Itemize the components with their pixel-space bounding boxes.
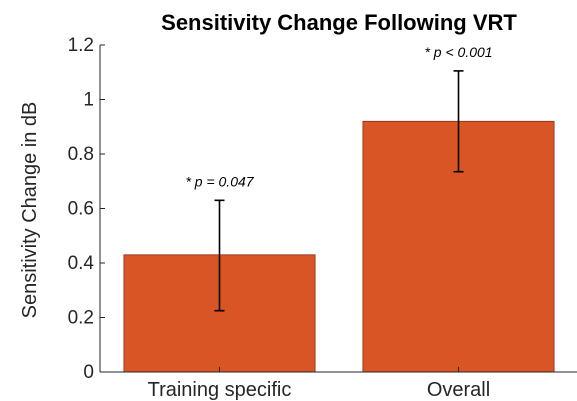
y-tick-label: 1: [83, 90, 94, 111]
y-tick-label: 0.6: [68, 199, 94, 220]
y-axis-label: Sensitivity Change in dB: [19, 102, 41, 319]
bars-layer: [123, 120, 555, 373]
y-tick-label: 1.2: [68, 35, 94, 56]
x-tick-label: Training specific: [148, 379, 292, 401]
annotations-layer: * p = 0.047 * p < 0.001: [185, 44, 492, 189]
y-tick-label: 0.8: [68, 144, 94, 165]
y-tick-label: 0: [83, 362, 94, 383]
error-bars-layer: [214, 70, 464, 312]
significance-annotation: * p < 0.001: [424, 44, 492, 60]
significance-annotation: * p = 0.047: [185, 173, 254, 189]
x-tick-label: Overall: [427, 379, 490, 401]
chart-title: Sensitivity Change Following VRT: [161, 10, 517, 35]
y-tick-label: 0.2: [68, 308, 94, 329]
y-tick-label: 0.4: [68, 253, 95, 274]
axes-layer: Training specific Overall 0 0.2 0.4 0.6 0.8 1 1.…: [68, 35, 577, 401]
